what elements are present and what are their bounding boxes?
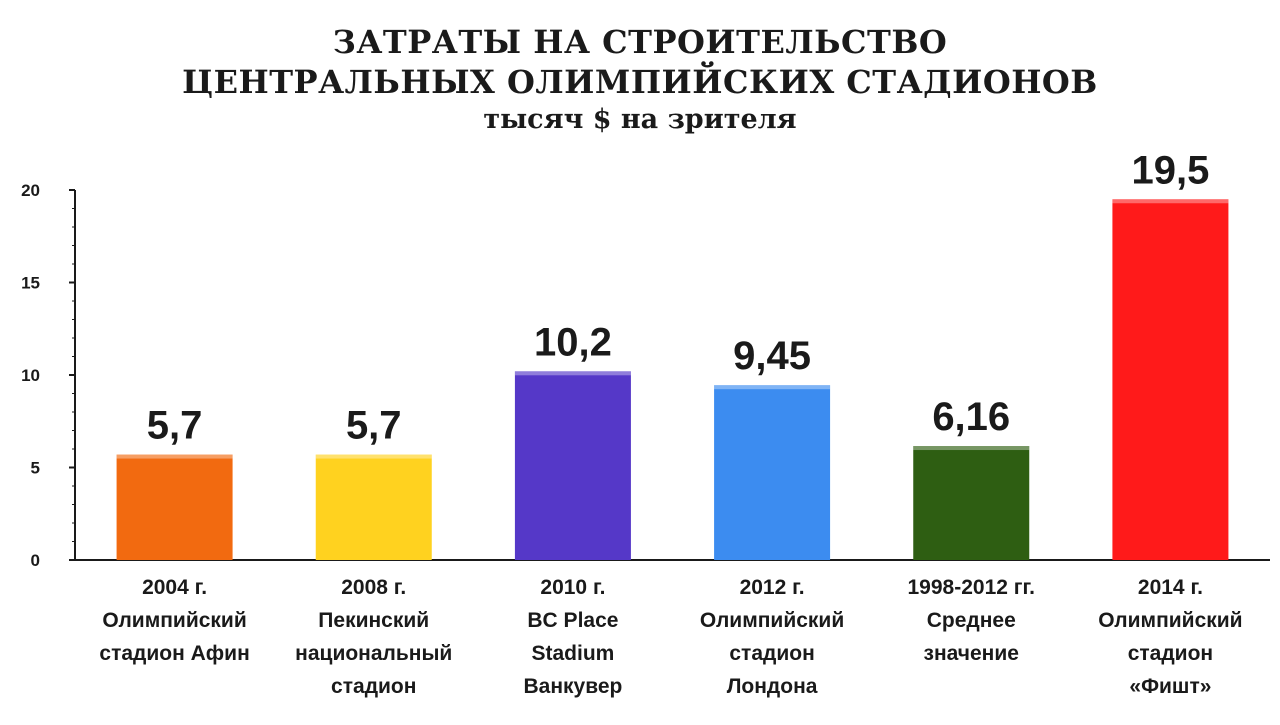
x-tick-label: национальный: [295, 642, 452, 665]
x-tick-label: «Фишт»: [1129, 675, 1211, 698]
y-tick-label: 10: [21, 366, 40, 385]
chart-subtitle: тысяч $ на зрителя: [483, 104, 797, 135]
chart-title-line-1: ЗАТРАТЫ НА СТРОИТЕЛЬСТВО: [332, 23, 948, 61]
x-tick-label: стадион: [331, 675, 416, 698]
bar-highlight: [514, 371, 631, 376]
x-tick-label: Среднее: [927, 609, 1016, 632]
bar: [714, 385, 831, 560]
x-tick-label: BC Place: [527, 609, 618, 632]
bar-highlight: [1112, 199, 1229, 204]
x-tick-label: 2010 г.: [540, 576, 605, 599]
bar: [1112, 199, 1229, 560]
data-label: 6,16: [932, 395, 1010, 439]
data-label: 5,7: [147, 404, 203, 448]
chart-title-block: ЗАТРАТЫ НА СТРОИТЕЛЬСТВО ЦЕНТРАЛЬНЫХ ОЛИ…: [0, 22, 1280, 138]
x-tick-label: Олимпийский: [700, 609, 844, 632]
bar-highlight: [714, 385, 831, 390]
data-label: 9,45: [733, 334, 811, 378]
x-tick-label: Олимпийский: [102, 609, 246, 632]
x-tick-label: стадион Афин: [99, 642, 249, 665]
x-tick-label: Stadium: [531, 642, 614, 665]
x-tick-label: Олимпийский: [1098, 609, 1242, 632]
bar: [116, 454, 233, 560]
x-tick-label: Пекинский: [318, 609, 429, 632]
data-label: 5,7: [346, 404, 402, 448]
bar: [514, 371, 631, 560]
x-tick-label: 2004 г.: [142, 576, 207, 599]
x-tick-label: 2014 г.: [1138, 576, 1203, 599]
y-tick-label: 20: [21, 181, 40, 200]
y-tick-label: 0: [31, 551, 40, 570]
x-tick-label: Ванкувер: [523, 675, 622, 698]
bar-highlight: [913, 446, 1030, 451]
x-tick-label: стадион: [729, 642, 814, 665]
x-tick-label: 1998-2012 гг.: [908, 576, 1036, 599]
y-tick-label: 15: [21, 274, 40, 293]
y-tick-label: 5: [31, 459, 40, 478]
bar-highlight: [315, 454, 432, 459]
x-tick-label: значение: [924, 642, 1019, 665]
chart-title-line-2: ЦЕНТРАЛЬНЫХ ОЛИМПИЙСКИХ СТАДИОНОВ: [182, 63, 1098, 101]
x-tick-label: 2008 г.: [341, 576, 406, 599]
data-label: 19,5: [1131, 148, 1209, 192]
x-tick-label: Лондона: [727, 675, 818, 698]
data-label: 10,2: [534, 320, 612, 364]
bar: [913, 446, 1030, 560]
x-tick-label: 2012 г.: [740, 576, 805, 599]
x-tick-label: стадион: [1128, 642, 1213, 665]
bar: [315, 454, 432, 560]
bar-highlight: [116, 454, 233, 459]
